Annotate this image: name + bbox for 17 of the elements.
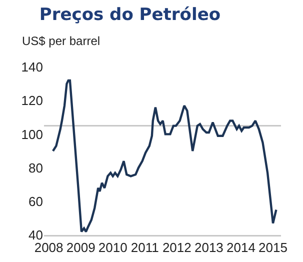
x-tick-label: 2008: [34, 240, 64, 256]
x-tick-label: 2014: [226, 240, 256, 256]
y-tick-label: 60: [28, 194, 43, 209]
x-tick-label: 2010: [98, 240, 128, 256]
y-tick-label: 140: [21, 60, 43, 75]
x-tick-label: 2011: [130, 240, 159, 256]
line-series: [52, 79, 278, 233]
x-tick-label: 2015: [258, 240, 288, 256]
x-tick-label: 2009: [66, 240, 96, 256]
chart-title: Preços do Petróleo: [39, 4, 221, 25]
y-axis-title: US$ per barrel: [22, 34, 100, 48]
y-tick-label: 100: [21, 126, 43, 142]
y-tick-label: 40: [28, 228, 43, 243]
x-tick-label: 2012: [162, 240, 192, 256]
x-tick-label: 2013: [194, 240, 224, 256]
y-tick-label: 120: [21, 93, 43, 108]
y-tick-label: 80: [28, 160, 43, 176]
